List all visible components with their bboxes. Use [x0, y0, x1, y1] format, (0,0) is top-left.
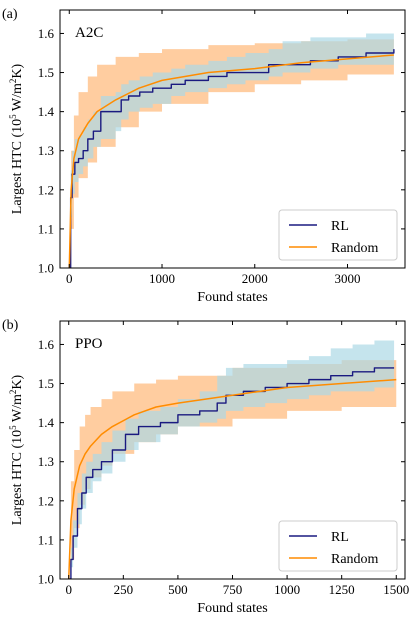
- legend-label-rl: RL: [331, 530, 349, 545]
- y-axis-label-part: Largest HTC (10: [10, 430, 25, 525]
- y-axis-label-exp: 5: [8, 425, 18, 430]
- legend-label-random: Random: [331, 552, 379, 567]
- x-tick-label: 1500: [383, 582, 409, 597]
- x-tick-label: 0: [66, 271, 73, 286]
- plot-area: [68, 33, 395, 268]
- panel-title: PPO: [75, 336, 103, 352]
- y-axis-label-part: W/m: [10, 394, 25, 425]
- x-tick-label: 750: [223, 582, 243, 597]
- legend: RL Random: [278, 520, 398, 572]
- y-tick-label: 1.1: [38, 532, 54, 547]
- x-tick-label: 1250: [329, 582, 355, 597]
- y-axis-label-exp: 2: [8, 390, 18, 395]
- line-random: [67, 378, 397, 579]
- y-tick-label: 1.5: [38, 65, 54, 80]
- x-tick-label: 0: [65, 582, 72, 597]
- x-tick-label: 3000: [335, 271, 361, 286]
- y-axis-label-part: Largest HTC (10: [10, 119, 25, 214]
- x-tick-label: 250: [114, 582, 134, 597]
- legend-label-random: Random: [331, 241, 379, 256]
- y-tick-label: 1.0: [38, 261, 54, 276]
- y-tick-label: 1.5: [38, 376, 54, 391]
- axes-frame: [59, 9, 406, 269]
- x-tick-label: 500: [168, 582, 188, 597]
- x-axis-label: Found states: [197, 290, 267, 305]
- line-random: [68, 54, 394, 268]
- panel-title: A2C: [75, 25, 103, 41]
- y-tick-label: 1.3: [38, 454, 54, 469]
- y-axis-label: Largest HTC (105 W/m2K): [8, 374, 25, 525]
- y-tick-label: 1.2: [38, 493, 54, 508]
- x-tick-label: 2000: [242, 271, 268, 286]
- y-axis-label-part: K): [10, 63, 25, 78]
- y-tick-label: 1.1: [38, 221, 54, 236]
- y-axis-label-part: K): [10, 374, 25, 389]
- panel-label: (a): [2, 7, 18, 22]
- plot-area: [67, 340, 397, 579]
- line-rl: [69, 49, 395, 268]
- chart-ppo: 0 250 500 750 1000 1250 1500 1.0 1.1 1.2 1.3 1.4 1.5…: [2, 318, 409, 616]
- legend-label-rl: RL: [331, 219, 349, 234]
- y-axis-label-exp: 5: [8, 114, 18, 119]
- x-tick-label: 1000: [274, 582, 300, 597]
- y-tick-label: 1.6: [38, 337, 55, 352]
- y-axis-label: Largest HTC (105 W/m2K): [8, 63, 25, 214]
- y-tick-label: 1.2: [38, 182, 54, 197]
- y-tick-label: 1.4: [38, 104, 55, 119]
- y-tick-label: 1.6: [38, 26, 55, 41]
- y-tick-label: 1.3: [38, 143, 54, 158]
- y-tick-label: 1.0: [38, 572, 54, 587]
- panel-label: (b): [2, 318, 19, 333]
- legend: RL Random: [278, 209, 398, 261]
- y-axis-label-exp: 2: [8, 79, 18, 84]
- line-rl: [68, 367, 395, 579]
- x-tick-label: 1000: [149, 271, 175, 286]
- chart-a2c: 0 1000 2000 3000 1.0 1.1 1.2 1.3 1.4 1.5 1.6 Found …: [2, 7, 406, 305]
- y-tick-label: 1.4: [38, 415, 55, 430]
- y-axis-label-part: W/m: [10, 83, 25, 114]
- x-axis-label: Found states: [197, 601, 267, 616]
- band-rl: [68, 340, 395, 579]
